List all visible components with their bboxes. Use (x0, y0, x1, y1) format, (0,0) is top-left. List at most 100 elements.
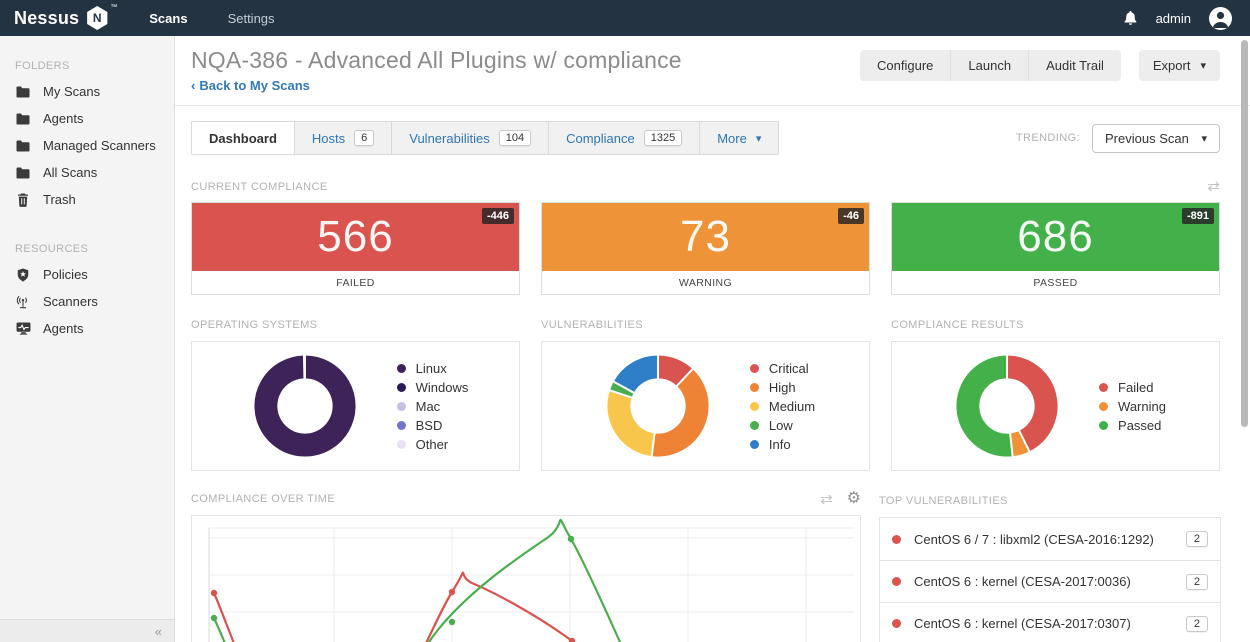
sidebar-item-all-scans[interactable]: All Scans (0, 159, 174, 186)
scan-actions-group: Configure Launch Audit Trail (860, 50, 1121, 81)
bottom-row: COMPLIANCE OVER TIME ⇄ ⚙ TOP VULNERABILI… (191, 491, 1221, 642)
sidebar-item-managed-scanners[interactable]: Managed Scanners (0, 132, 174, 159)
vulnerabilities-count-badge: 104 (498, 130, 532, 146)
legend-item: Failed (1099, 380, 1166, 395)
folder-icon (15, 140, 31, 152)
warning-card[interactable]: 73 -46 WARNING (541, 202, 870, 295)
legend-dot-icon (396, 401, 406, 411)
sidebar-item-my-scans[interactable]: My Scans (0, 78, 174, 105)
gear-icon[interactable]: ⚙ (846, 490, 861, 507)
tab-more[interactable]: More ▾ (700, 122, 778, 154)
dashboard-content: Dashboard Hosts 6 Vulnerabilities 104 Co… (175, 121, 1250, 642)
vulnerabilities-panel: Critical High Medium Low Info (541, 341, 870, 471)
sidebar-item-agents-resource[interactable]: Agents (0, 315, 174, 342)
legend-dot-icon (749, 363, 759, 373)
sidebar-section-resources: RESOURCES (15, 243, 89, 255)
folder-icon (15, 113, 31, 125)
tab-dashboard[interactable]: Dashboard (192, 122, 295, 154)
trending-select[interactable]: Previous Scan ▾ (1092, 123, 1220, 153)
top-navbar: Nessus N ™ Scans Settings admin (0, 0, 1250, 36)
compliance-cards: 566 -446 FAILED 73 -46 WARNING 686 -891 (191, 202, 1220, 295)
legend-item: Mac (396, 399, 469, 414)
nav-item-settings[interactable]: Settings (227, 10, 275, 26)
audit-trail-button[interactable]: Audit Trail (1028, 50, 1121, 81)
legend-item: High (749, 380, 815, 395)
failed-card-block: 566 -446 (192, 203, 519, 271)
nav-item-scans[interactable]: Scans (149, 10, 188, 26)
sidebar-item-label: All Scans (43, 165, 98, 180)
warning-card-label: WARNING (542, 271, 869, 294)
tab-hosts[interactable]: Hosts 6 (295, 122, 393, 154)
legend-item: Warning (1099, 399, 1166, 414)
legend-dot-icon (396, 382, 406, 392)
vulnerability-count-badge: 2 (1185, 573, 1208, 590)
current-compliance-header: CURRENT COMPLIANCE ⇄ (191, 179, 1220, 194)
tab-vulnerabilities[interactable]: Vulnerabilities 104 (392, 122, 550, 154)
tab-compliance[interactable]: Compliance 1325 (549, 122, 701, 154)
passed-card-block: 686 -891 (892, 203, 1219, 271)
section-title: VULNERABILITIES (541, 319, 643, 331)
scan-header: NQA-386 - Advanced All Plugins w/ compli… (175, 36, 1250, 106)
collapse-left-icon: « (154, 623, 162, 639)
compliance-results-donut-chart (954, 353, 1060, 459)
top-vulnerabilities-section: TOP VULNERABILITIES CentOS 6 / 7 : libxm… (879, 491, 1221, 642)
warning-card-block: 73 -46 (542, 203, 869, 271)
tab-label: Vulnerabilities (409, 130, 490, 146)
scanner-signal-icon (15, 295, 31, 309)
launch-button[interactable]: Launch (950, 50, 1029, 81)
sidebar-collapse-control[interactable]: « (0, 619, 174, 642)
compare-arrows-icon[interactable]: ⇄ (820, 490, 833, 508)
vulnerability-count-badge: 2 (1185, 531, 1208, 547)
legend-dot-icon (749, 439, 759, 449)
legend-dot-icon (396, 439, 406, 449)
vulnerability-list-item[interactable]: CentOS 6 / 7 : libxml2 (CESA-2016:1292) … (880, 518, 1220, 560)
sidebar-item-label: My Scans (43, 84, 101, 99)
passed-card[interactable]: 686 -891 PASSED (891, 202, 1220, 295)
compliance-over-time-panel (191, 515, 861, 642)
compare-arrows-icon[interactable]: ⇄ (1207, 178, 1220, 195)
operating-systems-section: OPERATING SYSTEMS Linux Windows Mac BSD … (191, 315, 520, 471)
failed-card-label: FAILED (192, 271, 519, 294)
sidebar-item-label: Agents (43, 321, 84, 336)
passed-card-label: PASSED (892, 271, 1219, 294)
vulnerabilities-section: VULNERABILITIES Critical High Medium Low… (541, 315, 870, 471)
vulnerability-title: CentOS 6 / 7 : libxml2 (CESA-2016:1292) (914, 531, 1154, 547)
legend-dot-icon (749, 401, 759, 411)
trending-control: TRENDING: Previous Scan ▾ (1016, 123, 1220, 153)
back-to-my-scans-link[interactable]: ‹ Back to My Scans (191, 78, 1220, 93)
notifications-bell-icon[interactable] (1123, 10, 1138, 26)
configure-button[interactable]: Configure (860, 50, 951, 81)
sidebar-item-scanners[interactable]: Scanners (0, 288, 174, 315)
compliance-results-section: COMPLIANCE RESULTS Failed Warning Passed (891, 315, 1220, 471)
compliance-over-time-section: COMPLIANCE OVER TIME ⇄ ⚙ (191, 491, 861, 642)
legend-dot-icon (1099, 401, 1109, 411)
tab-label: Dashboard (209, 130, 277, 146)
nessus-logo[interactable]: Nessus N ™ (14, 4, 118, 30)
legend-item: Info (749, 437, 815, 452)
sidebar-item-agents-folder[interactable]: Agents (0, 105, 174, 132)
sidebar-item-trash[interactable]: Trash (0, 186, 174, 213)
header-buttons: Configure Launch Audit Trail Export ▾ (860, 50, 1220, 81)
warning-count: 73 (680, 212, 731, 261)
vulnerability-list-item[interactable]: CentOS 6 : kernel (CESA-2017:0307) 2 (880, 602, 1220, 642)
tab-row: Dashboard Hosts 6 Vulnerabilities 104 Co… (191, 121, 1220, 155)
sidebar-section-folders: FOLDERS (15, 60, 70, 72)
agent-monitor-icon (15, 322, 31, 335)
user-avatar[interactable] (1209, 6, 1232, 30)
legend-dot-icon (396, 420, 406, 430)
user-name[interactable]: admin (1155, 10, 1191, 26)
legend-item: Windows (396, 380, 468, 395)
vulnerability-count-badge: 2 (1185, 615, 1208, 632)
trademark-symbol: ™ (110, 4, 118, 11)
failed-card[interactable]: 566 -446 FAILED (191, 202, 520, 295)
folder-icon (15, 86, 31, 98)
sidebar-item-policies[interactable]: Policies (0, 261, 174, 288)
vertical-scrollbar-thumb[interactable] (1241, 40, 1248, 427)
export-button[interactable]: Export ▾ (1138, 50, 1220, 81)
caret-down-icon: ▾ (1201, 132, 1207, 145)
shield-star-icon (15, 267, 31, 282)
vulnerability-list-item[interactable]: CentOS 6 : kernel (CESA-2017:0036) 2 (880, 560, 1220, 602)
section-title: OPERATING SYSTEMS (191, 319, 318, 331)
section-title: COMPLIANCE RESULTS (891, 319, 1024, 331)
